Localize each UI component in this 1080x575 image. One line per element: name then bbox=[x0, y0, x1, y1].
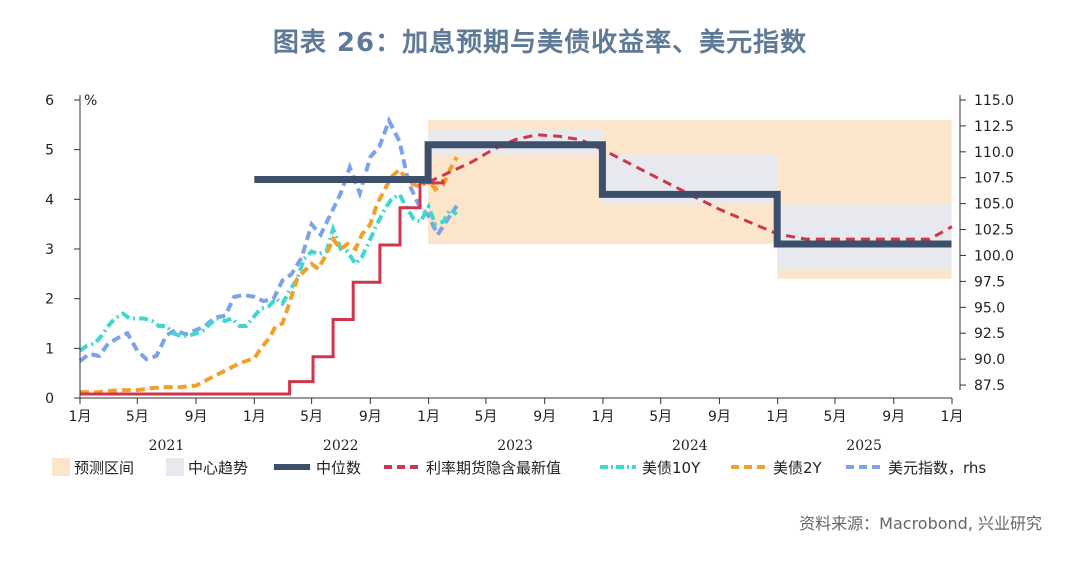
legend-label: 中位数 bbox=[316, 459, 361, 477]
legend-item: 美债2Y bbox=[731, 459, 823, 477]
legend-item: 美元指数，rhs bbox=[846, 459, 986, 477]
left-tick-label: 2 bbox=[45, 292, 54, 308]
left-tick-label: 4 bbox=[45, 192, 54, 208]
year-label: 2023 bbox=[497, 438, 533, 454]
legend-label: 美债2Y bbox=[773, 459, 823, 477]
x-tick-label: 1月 bbox=[591, 409, 614, 425]
legend-label: 预测区间 bbox=[74, 459, 134, 477]
right-tick-label: 95.0 bbox=[974, 300, 1005, 316]
series-layer bbox=[78, 115, 953, 396]
left-tick-label: 1 bbox=[45, 341, 54, 357]
legend-label: 利率期货隐含最新值 bbox=[426, 459, 561, 477]
right-tick-label: 90.0 bbox=[974, 352, 1005, 368]
legend-swatch bbox=[52, 458, 70, 476]
right-tick-label: 112.5 bbox=[974, 119, 1014, 135]
legend-item: 预测区间 bbox=[52, 458, 134, 477]
x-tick-label: 9月 bbox=[359, 409, 382, 425]
x-tick-label: 9月 bbox=[533, 409, 556, 425]
right-tick-label: 87.5 bbox=[974, 378, 1005, 394]
right-tick-label: 102.5 bbox=[974, 223, 1014, 239]
legend-item: 利率期货隐含最新值 bbox=[384, 459, 561, 477]
x-tick-label: 9月 bbox=[708, 409, 731, 425]
year-label: 2022 bbox=[323, 438, 359, 454]
source-note: 资料来源：Macrobond, 兴业研究 bbox=[799, 514, 1042, 533]
central-tendency-band bbox=[777, 204, 952, 269]
x-tick-label: 5月 bbox=[126, 409, 149, 425]
x-tick-label: 1月 bbox=[243, 409, 266, 425]
chart-title: 图表 26：加息预期与美债收益率、美元指数 bbox=[272, 28, 808, 58]
right-tick-label: 100.0 bbox=[974, 248, 1014, 264]
right-tick-label: 110.0 bbox=[974, 145, 1014, 161]
left-tick-label: 5 bbox=[45, 143, 54, 159]
right-tick-label: 105.0 bbox=[974, 197, 1014, 213]
x-tick-label: 5月 bbox=[824, 409, 847, 425]
x-tick-label: 1月 bbox=[941, 409, 964, 425]
legend-item: 中心趋势 bbox=[166, 458, 248, 477]
axes-layer: 0 1 2 3 4 5 6 % 87.5 90.0 92.5 95.0 97.5 100.0 102.5 10… bbox=[45, 93, 1014, 454]
x-tick-label: 5月 bbox=[649, 409, 672, 425]
legend-label: 美债10Y bbox=[642, 459, 701, 477]
x-tick-label: 9月 bbox=[882, 409, 905, 425]
right-tick-label: 115.0 bbox=[974, 93, 1014, 109]
legend-swatch bbox=[166, 458, 184, 476]
left-tick-label: 0 bbox=[45, 391, 54, 407]
dxy-line bbox=[78, 115, 459, 363]
left-axis-unit: % bbox=[84, 93, 97, 109]
legend-label: 中心趋势 bbox=[188, 459, 248, 477]
x-tick-label: 9月 bbox=[185, 409, 208, 425]
us10y-line bbox=[78, 191, 458, 353]
left-tick-label: 6 bbox=[45, 93, 54, 109]
x-tick-label: 5月 bbox=[300, 409, 323, 425]
year-label: 2021 bbox=[149, 438, 185, 454]
legend-item: 美债10Y bbox=[600, 459, 701, 477]
x-tick-label: 1月 bbox=[417, 409, 440, 425]
us2y-line bbox=[79, 156, 459, 395]
legend-item: 中位数 bbox=[274, 459, 361, 477]
fed-funds-line bbox=[80, 179, 445, 396]
year-label: 2025 bbox=[846, 438, 882, 454]
right-tick-label: 107.5 bbox=[974, 171, 1014, 187]
x-tick-label: 1月 bbox=[766, 409, 789, 425]
x-tick-label: 1月 bbox=[69, 409, 92, 425]
left-tick-label: 3 bbox=[45, 242, 54, 258]
median-line bbox=[254, 141, 952, 248]
right-tick-label: 92.5 bbox=[974, 326, 1005, 342]
legend: 预测区间 中心趋势 中位数 利率期货隐含最新值 美债10Y 美债2Y 美元指数，rhs bbox=[52, 458, 986, 477]
legend-label: 美元指数，rhs bbox=[888, 459, 986, 477]
x-tick-label: 5月 bbox=[474, 409, 497, 425]
right-tick-label: 97.5 bbox=[974, 274, 1005, 290]
year-label: 2024 bbox=[672, 438, 708, 454]
